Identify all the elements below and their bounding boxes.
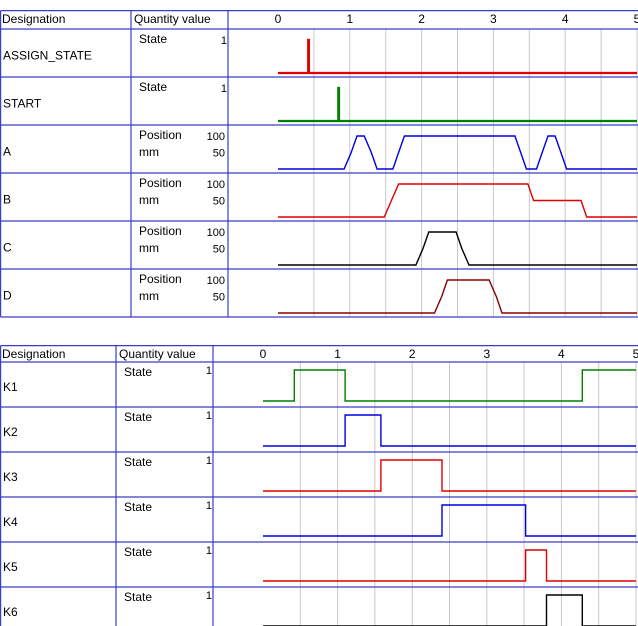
- time-tick-label: 0: [260, 347, 267, 361]
- table-frame: [0, 10, 638, 318]
- signal-name: K4: [3, 515, 18, 529]
- header-quantity-value: Quantity value: [134, 12, 211, 26]
- signal-quantity: State: [124, 455, 152, 469]
- y-axis-label: 100: [207, 275, 225, 287]
- signal-name: K3: [3, 470, 18, 484]
- y-axis-label: 1: [221, 35, 227, 47]
- signal-quantity: State: [124, 545, 152, 559]
- y-axis-label: 1: [206, 455, 212, 467]
- signal-name: A: [3, 144, 11, 158]
- signal-quantity: State: [124, 500, 152, 514]
- bottom-timing-diagram: Designation Quantity value 0 1 2 3 4 5 K1 State 1 K…: [0, 345, 638, 626]
- header-designation: Designation: [2, 347, 65, 361]
- time-tick-label: 4: [562, 12, 569, 26]
- signal-quantity: Position: [139, 128, 182, 142]
- signal-unit: mm: [139, 193, 159, 207]
- signal-trace-k6: [263, 594, 636, 626]
- time-tick-label: 5: [634, 12, 638, 26]
- signal-name: K1: [3, 380, 18, 394]
- signal-name: C: [3, 240, 12, 254]
- signal-quantity: Position: [139, 224, 182, 238]
- time-tick-label: 4: [558, 347, 565, 361]
- signal-quantity: State: [139, 32, 167, 46]
- y-axis-label: 1: [221, 83, 227, 95]
- signal-trace-start: [278, 86, 637, 123]
- bottom-diagram-canvas: Designation Quantity value 0 1 2 3 4 5 K1 State 1 K…: [0, 345, 638, 626]
- table-frame: [0, 345, 638, 626]
- top-timing-diagram: Designation Quantity value 0 1 2 3 4 5 ASSIGN_ST…: [0, 10, 638, 320]
- y-axis-label: 1: [206, 545, 212, 557]
- signal-trace-assign-state: [278, 38, 637, 75]
- time-tick-label: 5: [633, 347, 638, 361]
- signal-name: D: [3, 288, 12, 302]
- signal-trace-k3: [263, 459, 636, 492]
- signal-name: K6: [3, 605, 18, 619]
- signal-unit: mm: [139, 241, 159, 255]
- y-axis-label: 50: [213, 196, 225, 208]
- y-axis-label: 1: [206, 365, 212, 377]
- signal-quantity: State: [139, 80, 167, 94]
- signal-name: START: [3, 96, 42, 110]
- signal-trace-d: [278, 279, 637, 314]
- time-tick-label: 3: [490, 12, 497, 26]
- y-axis-label: 1: [206, 590, 212, 602]
- time-tick-label: 3: [483, 347, 490, 361]
- y-axis-label: 50: [213, 148, 225, 160]
- signal-quantity: Position: [139, 272, 182, 286]
- signal-trace-k5: [263, 549, 636, 582]
- signal-trace-k4: [263, 504, 636, 537]
- y-axis-label: 100: [207, 227, 225, 239]
- signal-trace-c: [278, 231, 637, 266]
- signal-name: K5: [3, 560, 18, 574]
- y-axis-label: 100: [207, 131, 225, 143]
- signal-name: K2: [3, 425, 18, 439]
- time-tick-label: 1: [346, 12, 353, 26]
- signal-trace-k1: [263, 369, 636, 402]
- signal-unit: mm: [139, 289, 159, 303]
- time-tick-label: 0: [275, 12, 282, 26]
- signal-quantity: State: [124, 590, 152, 604]
- top-diagram-canvas: Designation Quantity value 0 1 2 3 4 5 ASSIGN_ST…: [0, 10, 638, 318]
- signal-trace-b: [278, 183, 637, 218]
- time-tick-label: 1: [334, 347, 341, 361]
- signal-name: ASSIGN_STATE: [3, 48, 92, 62]
- y-axis-label: 1: [206, 500, 212, 512]
- y-axis-label: 100: [207, 179, 225, 191]
- signal-quantity: State: [124, 365, 152, 379]
- header-designation: Designation: [2, 12, 65, 26]
- signal-trace-k2: [263, 414, 636, 447]
- signal-trace-a: [278, 135, 637, 170]
- time-tick-label: 2: [418, 12, 425, 26]
- header-quantity-value: Quantity value: [119, 347, 196, 361]
- signal-name: B: [3, 192, 11, 206]
- time-tick-label: 2: [409, 347, 416, 361]
- y-axis-label: 1: [206, 410, 212, 422]
- y-axis-label: 50: [213, 292, 225, 304]
- y-axis-label: 50: [213, 244, 225, 256]
- signal-quantity: Position: [139, 176, 182, 190]
- signal-unit: mm: [139, 145, 159, 159]
- signal-quantity: State: [124, 410, 152, 424]
